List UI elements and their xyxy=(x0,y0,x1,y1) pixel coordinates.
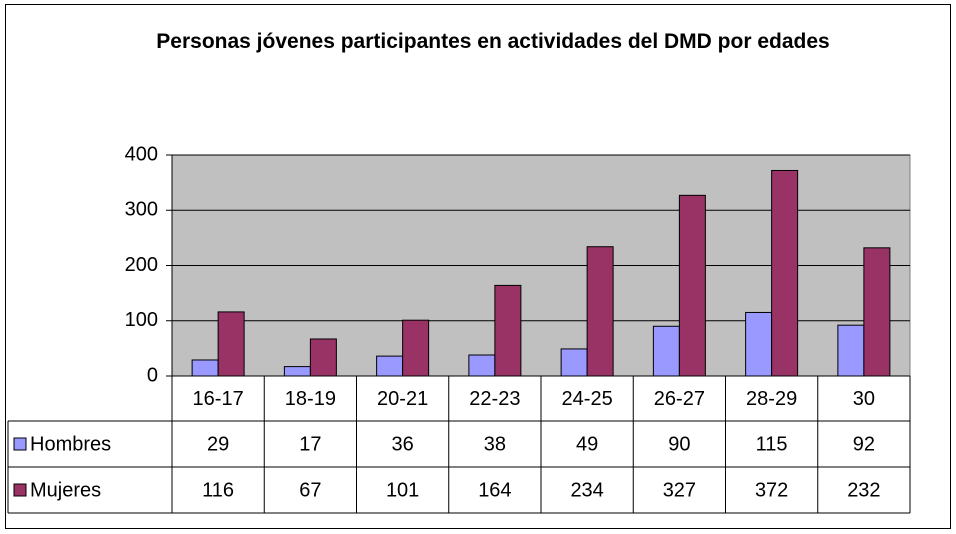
table-value: 115 xyxy=(756,433,788,455)
x-tick-label: 20-21 xyxy=(377,388,428,410)
bar xyxy=(191,359,219,377)
y-tick-label: 400 xyxy=(125,143,158,165)
table-value: 101 xyxy=(386,479,419,501)
table-value: 232 xyxy=(847,479,880,501)
bar xyxy=(402,319,430,377)
table-value: 38 xyxy=(484,433,506,455)
table-value: 372 xyxy=(755,479,788,501)
table-value: 234 xyxy=(570,479,603,501)
table-value: 17 xyxy=(299,433,321,455)
legend-label: Mujeres xyxy=(30,479,101,501)
bar xyxy=(652,325,680,377)
x-tick-label: 18-19 xyxy=(285,388,336,410)
x-tick-label: 22-23 xyxy=(469,388,520,410)
bar xyxy=(678,194,706,377)
bar xyxy=(217,311,245,377)
table-value: 29 xyxy=(207,433,229,455)
table-value: 327 xyxy=(663,479,696,501)
table-value: 92 xyxy=(853,433,875,455)
y-tick-label: 100 xyxy=(125,309,158,331)
table-value: 36 xyxy=(392,433,414,455)
table-value: 67 xyxy=(299,479,321,501)
bar xyxy=(494,284,522,377)
table-value: 49 xyxy=(576,433,598,455)
y-tick-label: 0 xyxy=(147,364,158,386)
bar xyxy=(309,338,337,377)
bar xyxy=(468,354,496,377)
x-tick-label: 16-17 xyxy=(193,388,244,410)
table-value: 164 xyxy=(478,479,511,501)
legend-swatch xyxy=(13,437,27,451)
chart-title: Personas jóvenes participantes en activi… xyxy=(156,30,830,53)
y-tick-label: 300 xyxy=(125,199,158,221)
bar xyxy=(560,348,588,377)
bar xyxy=(283,366,311,377)
x-tick-label: 24-25 xyxy=(562,388,613,410)
bar xyxy=(771,169,799,377)
y-tick-label: 200 xyxy=(125,254,158,276)
x-tick-label: 30 xyxy=(853,388,875,410)
bar xyxy=(863,247,891,377)
bar xyxy=(745,311,773,377)
bar xyxy=(376,355,404,377)
x-tick-label: 28-29 xyxy=(746,388,797,410)
legend-label: Hombres xyxy=(30,433,111,455)
bar xyxy=(837,324,865,377)
table-value: 116 xyxy=(202,479,234,501)
x-tick-label: 26-27 xyxy=(654,388,705,410)
table-value: 90 xyxy=(668,433,690,455)
bar xyxy=(586,246,614,377)
legend-swatch xyxy=(13,483,27,497)
